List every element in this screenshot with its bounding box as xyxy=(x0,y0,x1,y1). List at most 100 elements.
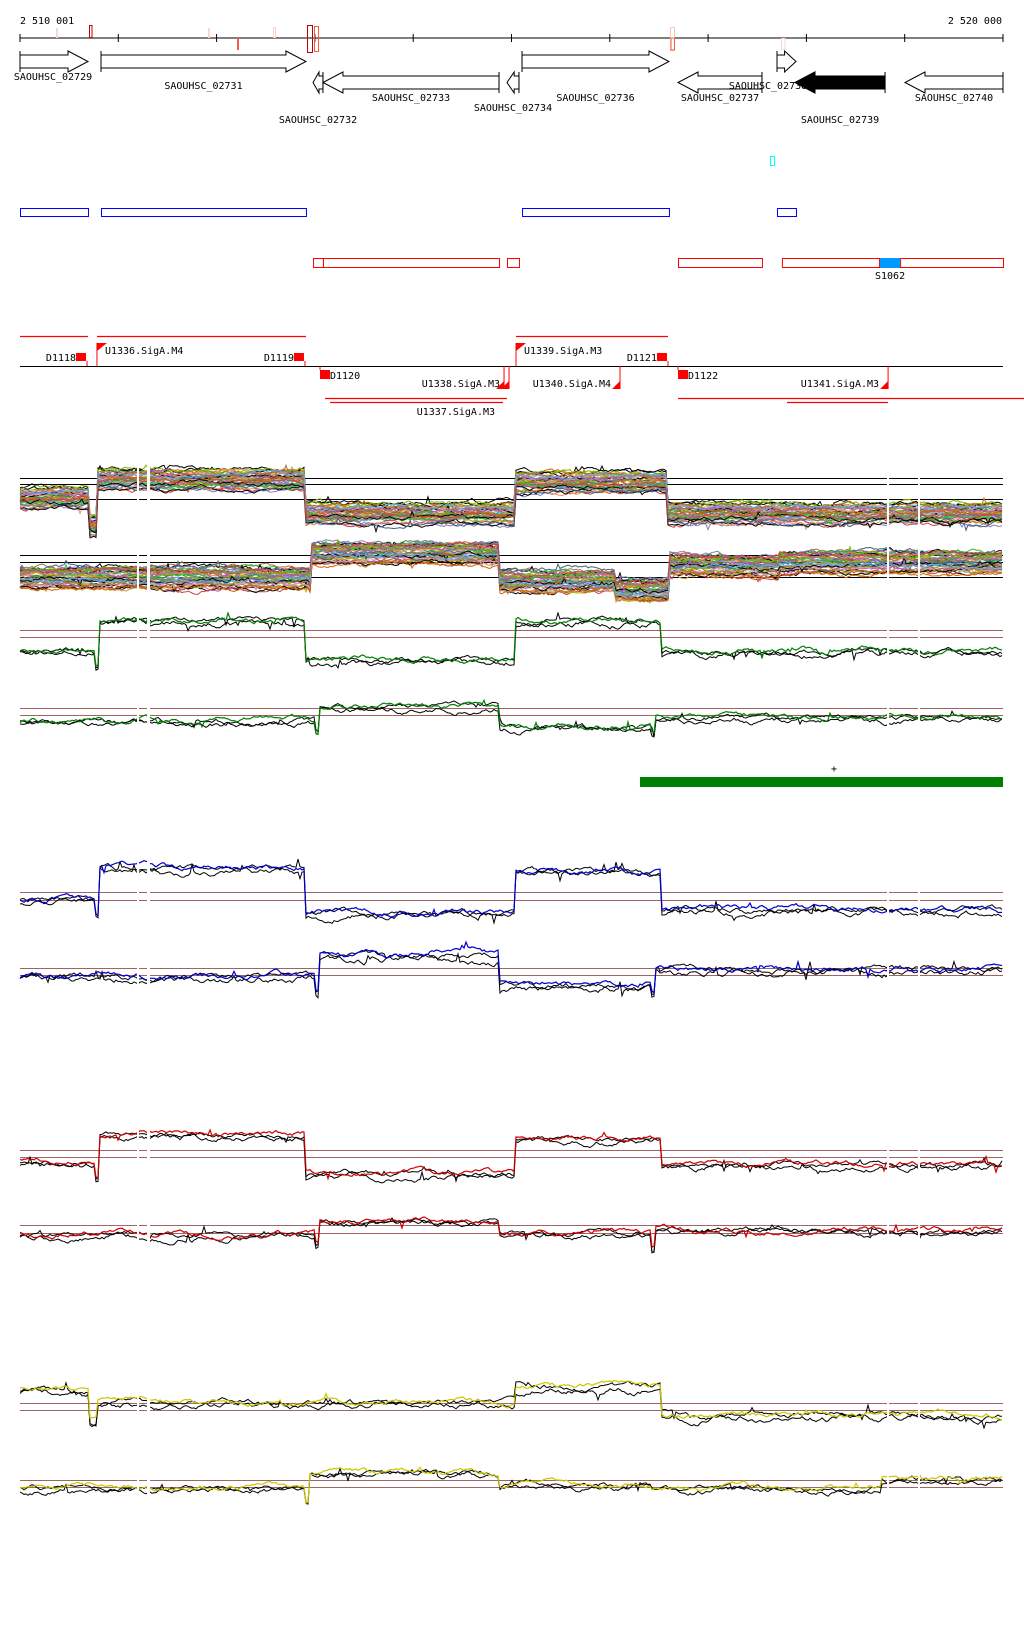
data-gap xyxy=(918,532,920,606)
forward-gene-arrow xyxy=(100,50,308,73)
promoter-label: D1121 xyxy=(627,353,657,364)
gene-saouhsc-02738[interactable]: SAOUHSC_02738 xyxy=(729,49,807,92)
signal-track-multi-condition-plus xyxy=(19,463,1003,539)
ruler-mark xyxy=(56,28,58,38)
gene-label: SAOUHSC_02729 xyxy=(14,72,92,83)
promoter-flag-u1341-siga-m3[interactable]: U1341.SigA.M3 xyxy=(801,366,889,390)
data-gap xyxy=(147,1372,150,1446)
mean-signal-line xyxy=(19,940,1003,995)
condition-signal-line xyxy=(19,550,1003,594)
promoter-label: U1340.SigA.M4 xyxy=(533,379,611,390)
red-feature-box[interactable] xyxy=(678,258,763,268)
data-gap xyxy=(918,856,920,932)
red-feature-box[interactable] xyxy=(781,258,881,268)
condition-signal-line xyxy=(19,479,1003,533)
data-gap xyxy=(137,606,139,678)
replicate-signal-line xyxy=(19,1387,1003,1430)
data-gap xyxy=(887,856,889,932)
gene-track: SAOUHSC_02729 SAOUHSC_02731 SAOUHSC_02732 S… xyxy=(14,49,1004,126)
promoter-flag-u1337-siga-m3[interactable]: U1337.SigA.M3 xyxy=(417,366,505,418)
promoter-label: U1341.SigA.M3 xyxy=(801,379,879,390)
data-gap xyxy=(918,464,920,538)
data-gap xyxy=(137,856,139,932)
u-flag-triangle xyxy=(501,381,510,389)
promoter-flag-d1119[interactable]: D1119 xyxy=(264,353,306,366)
mean-signal-line xyxy=(19,1379,1003,1421)
red-feature-box[interactable] xyxy=(313,258,324,268)
annotation-bar[interactable] xyxy=(639,777,1003,787)
blue-feature-box[interactable] xyxy=(522,208,670,217)
signal-track-blue-plus xyxy=(19,856,1003,932)
red-feature-box[interactable] xyxy=(322,258,501,268)
blue-feature-box[interactable] xyxy=(100,208,307,217)
promoter-flag-u1336-siga-m4[interactable]: U1336.SigA.M4 xyxy=(96,343,183,366)
condition-signal-line xyxy=(19,475,1003,529)
ruler-mark xyxy=(307,25,313,53)
gene-label: SAOUHSC_02731 xyxy=(164,81,242,92)
data-gap xyxy=(918,606,920,678)
data-gap xyxy=(147,856,150,932)
data-gap xyxy=(887,532,889,606)
promoter-label: U1337.SigA.M3 xyxy=(417,407,495,418)
replicate-signal-line xyxy=(19,1218,1003,1253)
d-marker-square xyxy=(678,370,689,379)
data-gap xyxy=(137,1199,139,1269)
promoter-label: U1339.SigA.M3 xyxy=(524,346,602,357)
condition-signal-line xyxy=(19,548,1003,598)
data-gap xyxy=(887,1120,889,1192)
signal-track-green-plus xyxy=(19,606,1003,678)
mean-signal-line xyxy=(19,698,1003,736)
condition-signal-line xyxy=(19,550,1003,598)
data-gap xyxy=(887,606,889,678)
gene-saouhsc-02733[interactable]: SAOUHSC_02733 xyxy=(321,71,500,104)
promoter-flag-u1340-siga-m4[interactable]: U1340.SigA.M4 xyxy=(533,366,621,390)
replicate-signal-line xyxy=(19,863,1003,925)
red-feature-box[interactable] xyxy=(900,258,1004,268)
promoter-flag-d1120[interactable]: D1120 xyxy=(319,366,360,382)
coordinate-ruler: 2 510 001 2 520 000 xyxy=(19,16,1004,53)
red-feature-box[interactable] xyxy=(506,258,520,268)
gene-saouhsc-02737[interactable]: SAOUHSC_02737 xyxy=(676,71,763,104)
condition-signal-line xyxy=(19,480,1003,534)
promoter-flag-d1118[interactable]: D1118 xyxy=(46,353,88,366)
gene-saouhsc-02736[interactable]: SAOUHSC_02736 xyxy=(521,50,671,104)
data-gap xyxy=(918,1456,920,1526)
d-marker-square xyxy=(76,353,87,361)
feature-tracks: S1062 xyxy=(20,156,1004,282)
mean-signal-line xyxy=(19,1216,1003,1248)
condition-signal-line xyxy=(19,551,1003,600)
gene-label: SAOUHSC_02738 xyxy=(729,81,807,92)
gene-saouhsc-02729[interactable]: SAOUHSC_02729 xyxy=(14,50,92,83)
blue-feature-box[interactable] xyxy=(20,208,90,217)
u-flag-triangle xyxy=(880,381,889,389)
condition-signal-line xyxy=(19,464,1003,519)
mean-signal-line xyxy=(19,1128,1003,1181)
reverse-gene-arrow xyxy=(506,70,520,95)
d-marker-square xyxy=(320,370,331,379)
promoter-label: D1120 xyxy=(330,371,360,382)
gene-label: SAOUHSC_02740 xyxy=(915,93,993,104)
data-gap xyxy=(147,532,150,606)
promoter-flag-u1339-siga-m3[interactable]: U1339.SigA.M3 xyxy=(515,343,602,366)
blue-feature-box[interactable] xyxy=(777,208,797,217)
gene-saouhsc-02740[interactable]: SAOUHSC_02740 xyxy=(903,71,1004,104)
ruler-start-label: 2 510 001 xyxy=(20,16,74,27)
replicate-signal-line xyxy=(19,1131,1003,1184)
data-gap xyxy=(137,1120,139,1192)
data-gap xyxy=(918,934,920,1012)
d-marker-square xyxy=(656,353,667,361)
gene-saouhsc-02731[interactable]: SAOUHSC_02731 xyxy=(100,50,308,92)
segment-s1062[interactable] xyxy=(880,258,901,268)
gene-saouhsc-02734[interactable]: SAOUHSC_02734 xyxy=(474,70,552,114)
reverse-gene-arrow xyxy=(312,70,324,95)
promoter-label: D1118 xyxy=(46,353,76,364)
gene-saouhsc-02732[interactable]: SAOUHSC_02732 xyxy=(279,70,357,126)
signal-track-multi-condition-minus xyxy=(19,532,1003,606)
promoter-flag-d1122[interactable]: D1122 xyxy=(677,366,718,382)
data-gap xyxy=(137,1456,139,1526)
gene-label: SAOUHSC_02737 xyxy=(681,93,759,104)
promoter-flag-d1121[interactable]: D1121 xyxy=(627,353,669,366)
replicate-signal-line xyxy=(19,615,1003,671)
promoter-flag-u1338-siga-m3[interactable]: U1338.SigA.M3 xyxy=(422,366,510,390)
u-flag-triangle xyxy=(516,343,527,351)
